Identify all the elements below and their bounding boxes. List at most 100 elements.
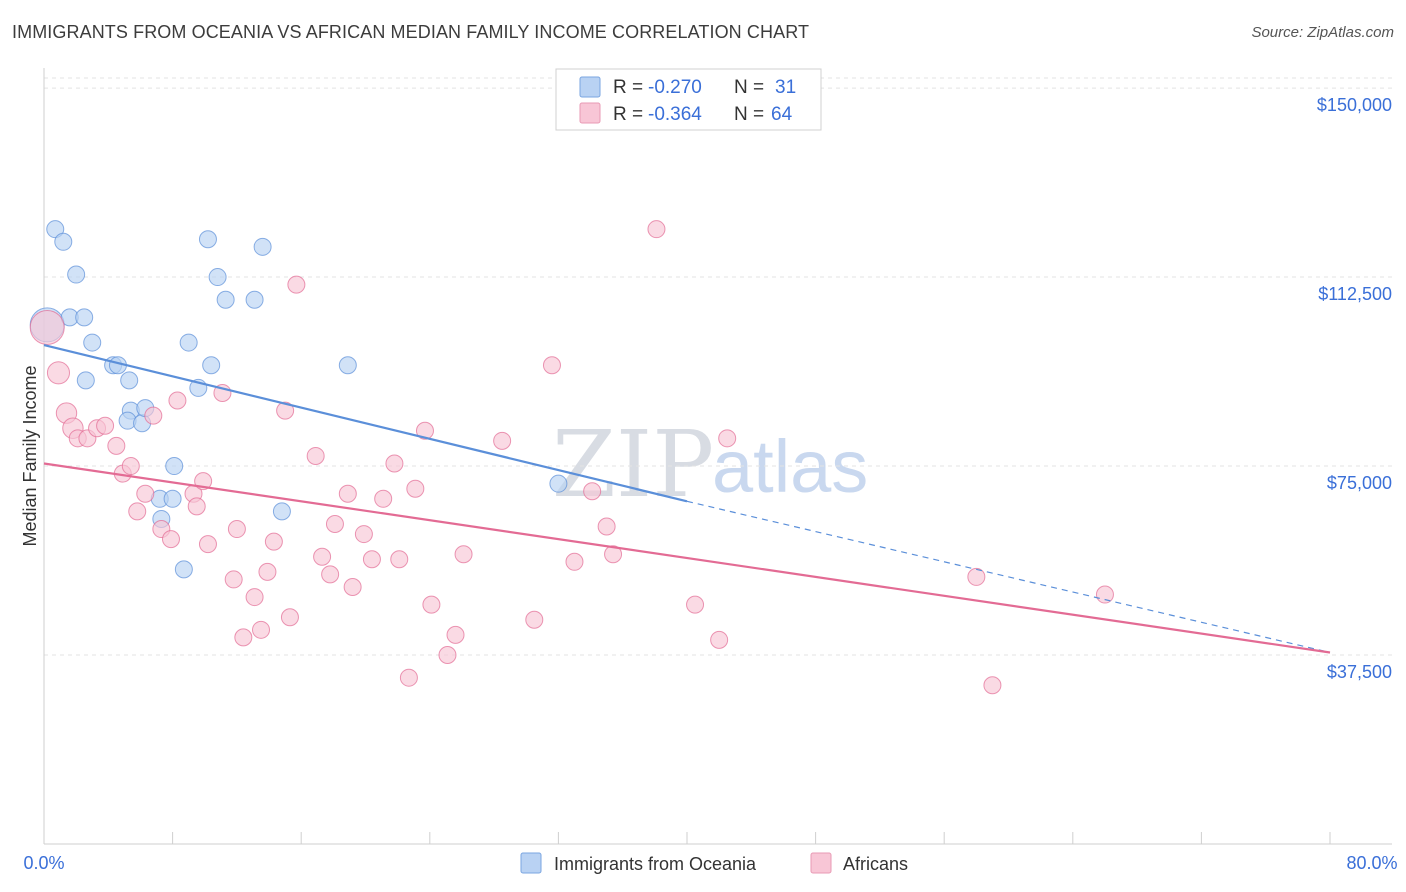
- point-africans: [46, 361, 71, 385]
- trend-lines: [43, 344, 1331, 654]
- point-oceania: [75, 308, 94, 327]
- point-africans: [343, 577, 362, 596]
- y-tick-label: $75,000: [1327, 473, 1392, 493]
- watermark-zip: ZIP: [552, 411, 714, 518]
- point-oceania: [46, 220, 65, 239]
- point-oceania: [202, 356, 221, 375]
- point-africans: [399, 668, 418, 687]
- point-oceania: [179, 333, 198, 352]
- legend-n-value-2: 64: [771, 104, 793, 125]
- point-africans: [406, 479, 425, 498]
- point-africans: [604, 545, 623, 564]
- point-africans: [313, 547, 332, 566]
- point-africans: [245, 588, 264, 607]
- legend-r-label-2: R =: [613, 104, 643, 125]
- point-africans: [525, 610, 544, 629]
- point-africans: [967, 567, 986, 586]
- legend-swatch-oceania: [579, 76, 601, 98]
- point-africans: [187, 497, 206, 516]
- x-tick-label-min: 0.0%: [23, 853, 64, 873]
- point-africans: [128, 502, 147, 521]
- point-oceania: [174, 560, 193, 579]
- point-africans: [224, 570, 243, 589]
- point-africans: [29, 309, 65, 345]
- point-africans: [276, 401, 295, 420]
- point-oceania: [67, 265, 86, 284]
- point-africans: [198, 535, 217, 554]
- point-oceania: [163, 489, 182, 508]
- legend-n-value-1: 31: [775, 77, 796, 98]
- point-africans: [647, 220, 666, 239]
- point-africans: [718, 429, 737, 448]
- grid-lines: [44, 77, 1392, 656]
- legend-swatch-africans: [579, 102, 601, 124]
- point-oceania: [76, 371, 95, 390]
- bottom-legend-swatch-africans: [810, 852, 832, 874]
- point-oceania: [216, 290, 235, 309]
- point-oceania: [208, 268, 227, 287]
- point-oceania: [83, 333, 102, 352]
- point-africans: [686, 595, 705, 614]
- point-africans: [234, 628, 253, 647]
- point-africans: [983, 676, 1002, 695]
- point-africans: [390, 550, 409, 569]
- trendline-oceania: [43, 344, 688, 503]
- y-tick-label: $37,500: [1327, 662, 1392, 682]
- point-africans: [107, 436, 126, 455]
- x-tick-label-max: 80.0%: [1346, 853, 1397, 873]
- point-oceania: [253, 237, 272, 256]
- y-axis-title: Median Family Income: [20, 365, 40, 546]
- legend-n-label-1: N =: [734, 77, 764, 98]
- point-oceania: [549, 474, 568, 493]
- bottom-legend-label-oceania: Immigrants from Oceania: [554, 854, 757, 874]
- legend-r-label-1: R =: [613, 77, 643, 98]
- stats-legend: R = -0.270 N = 31 R = -0.364 N = 64: [555, 68, 822, 131]
- y-tick-label: $150,000: [1317, 95, 1392, 115]
- point-africans: [710, 630, 729, 649]
- point-africans: [493, 431, 512, 450]
- point-africans: [565, 552, 584, 571]
- point-oceania: [338, 356, 357, 375]
- point-africans: [354, 525, 373, 544]
- point-africans: [287, 275, 306, 294]
- point-oceania: [165, 457, 184, 476]
- point-africans: [144, 406, 163, 425]
- point-africans: [280, 608, 299, 627]
- point-africans: [454, 545, 473, 564]
- point-africans: [583, 482, 602, 501]
- point-africans: [374, 489, 393, 508]
- point-africans: [227, 520, 246, 539]
- point-africans: [597, 517, 616, 536]
- chart-title: IMMIGRANTS FROM OCEANIA VS AFRICAN MEDIA…: [12, 22, 810, 42]
- point-africans: [338, 484, 357, 503]
- point-africans: [321, 565, 340, 584]
- x-ticks: [43, 832, 1331, 844]
- point-oceania: [54, 232, 73, 251]
- point-africans: [161, 530, 180, 549]
- point-africans: [385, 454, 404, 473]
- trendline-africans: [43, 462, 1331, 654]
- point-africans: [438, 646, 457, 665]
- legend-n-label-2: N =: [734, 104, 764, 125]
- point-oceania: [120, 371, 139, 390]
- point-africans: [1095, 585, 1114, 604]
- point-africans: [258, 562, 277, 581]
- watermark: ZIP atlas: [552, 411, 868, 518]
- point-africans: [264, 532, 283, 551]
- point-africans: [136, 484, 155, 503]
- legend-r-value-1: -0.270: [648, 77, 702, 98]
- y-tick-labels: $37,500 $75,000 $112,500 $150,000: [1317, 95, 1392, 682]
- point-africans: [252, 620, 271, 639]
- point-africans: [542, 356, 561, 375]
- bottom-legend-label-africans: Africans: [843, 854, 908, 874]
- trendline-extension-oceania: [686, 500, 1331, 654]
- point-oceania: [272, 502, 291, 521]
- point-oceania: [245, 290, 264, 309]
- point-africans: [362, 550, 381, 569]
- point-africans: [96, 416, 115, 435]
- series-legend: Immigrants from Oceania Africans: [520, 852, 908, 874]
- y-tick-label: $112,500: [1318, 284, 1392, 304]
- legend-r-value-2: -0.364: [648, 104, 702, 125]
- data-points: [29, 220, 1114, 695]
